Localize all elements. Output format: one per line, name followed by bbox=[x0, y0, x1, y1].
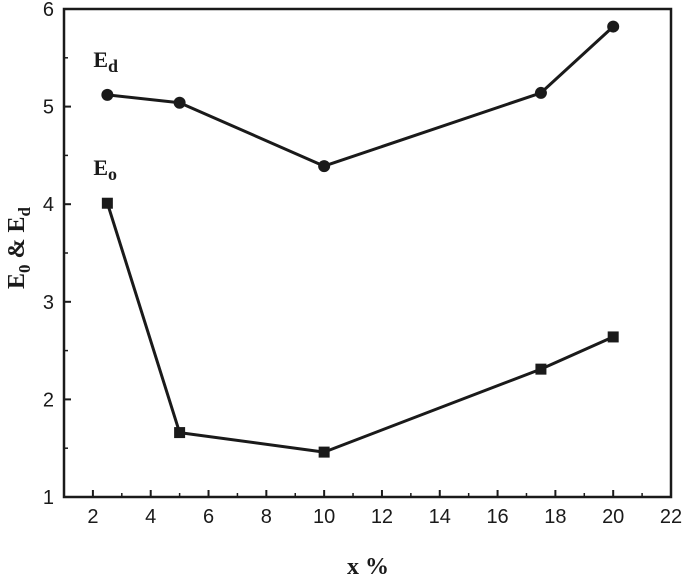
data-point-ed bbox=[534, 86, 547, 99]
x-tick-label: 18 bbox=[544, 506, 566, 528]
x-tick-label: 10 bbox=[313, 506, 335, 528]
series-line-eo bbox=[105, 202, 614, 454]
y-tick-label: 1 bbox=[43, 487, 54, 509]
x-tick-label: 14 bbox=[429, 506, 451, 528]
data-point-eo bbox=[607, 331, 619, 343]
y-tick-label: 6 bbox=[43, 0, 54, 21]
x-tick-label: 4 bbox=[145, 506, 156, 528]
y-tick-label: 5 bbox=[43, 97, 54, 119]
y-axis-title: E0 & Ed bbox=[4, 206, 34, 289]
x-tick-label: 20 bbox=[602, 506, 624, 528]
data-point-eo bbox=[174, 427, 186, 439]
y-axis-title-subd: d bbox=[15, 206, 34, 216]
x-tick-label: 8 bbox=[261, 506, 272, 528]
data-point-ed bbox=[318, 160, 331, 173]
y-axis-title-e0: E bbox=[4, 273, 30, 289]
y-axis-title-ed: E bbox=[4, 216, 30, 232]
data-point-eo bbox=[535, 363, 547, 375]
data-point-ed bbox=[101, 88, 114, 101]
x-tick-label: 12 bbox=[371, 506, 393, 528]
x-tick-label: 2 bbox=[87, 506, 98, 528]
data-point-ed bbox=[173, 96, 186, 109]
series-label-ed: Ed bbox=[93, 47, 118, 76]
y-tick-label: 2 bbox=[43, 389, 54, 411]
x-tick-label: 6 bbox=[203, 506, 214, 528]
plot-frame bbox=[62, 7, 673, 499]
y-tick-label: 4 bbox=[43, 194, 54, 216]
data-point-ed bbox=[607, 20, 620, 33]
y-axis-title-sub0: 0 bbox=[15, 264, 34, 273]
x-axis-title: x % bbox=[347, 554, 389, 578]
y-axis-title-amp: & bbox=[4, 232, 30, 264]
x-tick-label: 22 bbox=[660, 506, 682, 528]
x-tick-label: 16 bbox=[486, 506, 508, 528]
data-point-eo bbox=[101, 197, 113, 209]
data-point-eo bbox=[318, 446, 330, 458]
series-label-eo: Eo bbox=[93, 155, 117, 184]
y-tick-label: 3 bbox=[43, 292, 54, 314]
